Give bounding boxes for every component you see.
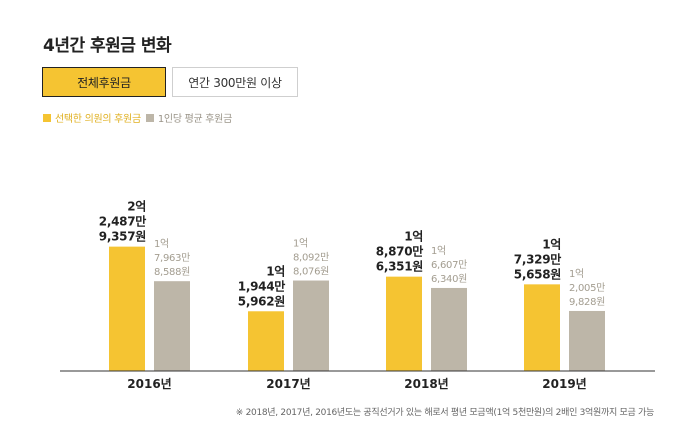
data-label-average-3-1: 2,005만 xyxy=(569,282,605,294)
tab-over-3m-annual[interactable]: 연간 300만원 이상 xyxy=(172,67,298,97)
x-tick-label-0: 2016년 xyxy=(127,377,171,391)
bar-average-1 xyxy=(293,280,329,371)
data-label-selected-2-0: 1억 xyxy=(404,230,423,244)
bar-selected-1 xyxy=(248,311,284,371)
data-label-selected-1-2: 5,962원 xyxy=(238,294,285,308)
bar-average-2 xyxy=(431,287,467,371)
data-label-selected-0-2: 9,357원 xyxy=(99,230,146,244)
bar-average-3 xyxy=(569,310,605,371)
x-tick-label-1: 2017년 xyxy=(266,377,310,391)
data-label-average-0-1: 7,963만 xyxy=(154,252,190,264)
data-label-selected-2-1: 8,870만 xyxy=(376,244,423,259)
legend: 선택한 의원의 후원금 1인당 평균 후원금 xyxy=(43,110,237,125)
data-label-average-2-2: 6,340원 xyxy=(431,273,467,285)
bar-selected-0 xyxy=(109,246,145,371)
x-tick-label-3: 2019년 xyxy=(542,377,586,391)
x-tick-label-2: 2018년 xyxy=(404,377,448,391)
data-label-selected-3-1: 7,329만 xyxy=(514,251,561,266)
data-label-selected-0-1: 2,487만 xyxy=(99,214,146,229)
legend-item-average: 1인당 평균 후원금 xyxy=(145,110,232,125)
chart-title: 4년간 후원금 변화 xyxy=(43,36,172,56)
bar-average-0 xyxy=(154,281,190,371)
data-label-selected-1-1: 1,944만 xyxy=(238,278,285,293)
data-label-selected-3-0: 1억 xyxy=(542,237,561,251)
legend-swatch-average xyxy=(145,113,154,122)
bar-selected-2 xyxy=(386,276,422,371)
legend-label-average: 1인당 평균 후원금 xyxy=(157,114,232,125)
data-label-selected-3-2: 5,658원 xyxy=(514,267,561,281)
legend-swatch-selected xyxy=(43,113,51,122)
data-label-selected-1-0: 1억 xyxy=(266,264,285,278)
tab-group: 전체후원금 연간 300만원 이상 xyxy=(42,67,298,97)
legend-label-selected: 선택한 의원의 후원금 xyxy=(55,114,141,125)
data-label-selected-0-0: 2억 xyxy=(127,200,146,214)
data-label-average-1-1: 8,092만 xyxy=(293,252,329,264)
data-label-average-2-1: 6,607만 xyxy=(431,259,467,271)
bar-selected-3 xyxy=(524,284,560,371)
data-label-average-0-0: 1억 xyxy=(154,238,169,250)
data-label-average-2-0: 1억 xyxy=(431,245,446,257)
data-label-average-3-0: 1억 xyxy=(569,268,584,280)
tab-total-donations[interactable]: 전체후원금 xyxy=(42,67,166,97)
data-label-average-3-2: 9,828원 xyxy=(569,296,605,308)
footnote: ※ 2018년, 2017년, 2016년도는 공직선거가 있는 해로서 평년 … xyxy=(235,408,655,418)
data-label-average-1-2: 8,076원 xyxy=(293,266,329,278)
data-label-average-1-0: 1억 xyxy=(293,238,308,250)
data-label-average-0-2: 8,588원 xyxy=(154,266,190,278)
data-label-selected-2-2: 6,351원 xyxy=(376,260,423,274)
legend-item-selected: 선택한 의원의 후원금 xyxy=(43,110,141,125)
